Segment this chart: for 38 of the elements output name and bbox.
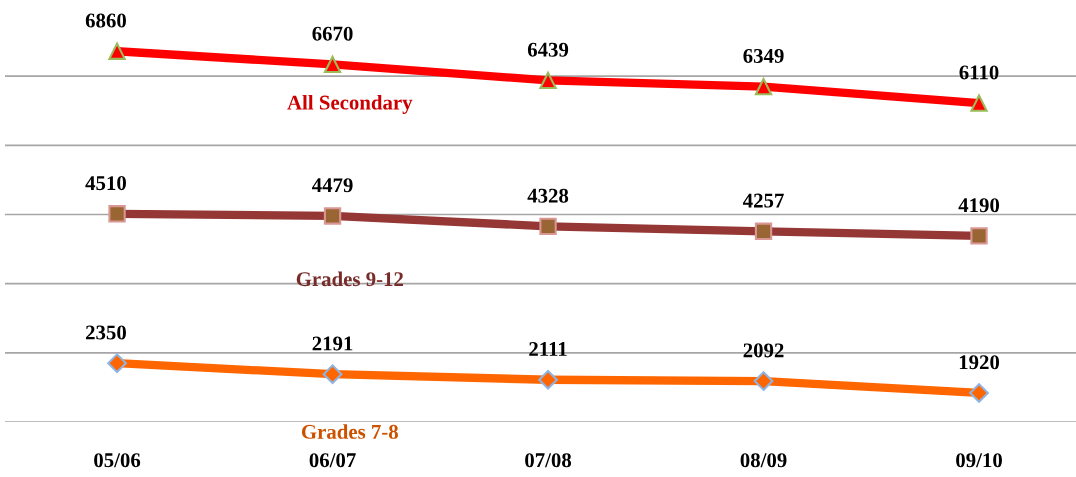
data-label: 4510 bbox=[85, 176, 126, 191]
data-label: 4257 bbox=[742, 193, 784, 208]
x-tick-label: 06/07 bbox=[309, 453, 356, 468]
data-label: 2092 bbox=[743, 343, 784, 358]
point bbox=[753, 371, 774, 391]
x-tick-label: 07/08 bbox=[525, 453, 572, 468]
x-tick-label: 05/06 bbox=[94, 453, 141, 468]
data-label: 6349 bbox=[743, 48, 784, 63]
point bbox=[539, 217, 557, 236]
data-label: 6110 bbox=[959, 65, 999, 80]
point bbox=[970, 227, 988, 245]
point bbox=[108, 205, 126, 223]
data-label: 4328 bbox=[527, 188, 569, 203]
data-label: 1920 bbox=[959, 355, 1000, 370]
data-label: 6439 bbox=[527, 42, 569, 57]
data-label: 2191 bbox=[312, 336, 353, 351]
data-label: 4479 bbox=[312, 178, 353, 193]
data-label: 2111 bbox=[529, 342, 567, 356]
point bbox=[970, 94, 988, 112]
point bbox=[538, 369, 558, 390]
data-label: 4190 bbox=[958, 198, 1000, 213]
point bbox=[969, 383, 989, 403]
data-label: 6670 bbox=[312, 26, 353, 41]
series-label: All Secondary bbox=[287, 94, 413, 114]
point bbox=[754, 77, 773, 96]
point bbox=[108, 42, 126, 60]
point bbox=[322, 364, 343, 385]
point bbox=[539, 71, 557, 90]
text: Grades 7-8 bbox=[301, 424, 398, 439]
point bbox=[107, 353, 127, 374]
text: Grades 9-12 bbox=[296, 271, 403, 287]
x-tick-label: 09/10 bbox=[956, 453, 1002, 468]
point bbox=[754, 222, 773, 240]
point bbox=[323, 207, 342, 225]
data-label: 6860 bbox=[85, 13, 126, 28]
x-tick-label: 08/09 bbox=[740, 453, 787, 468]
point bbox=[323, 55, 342, 74]
data-label: 2350 bbox=[85, 325, 126, 340]
